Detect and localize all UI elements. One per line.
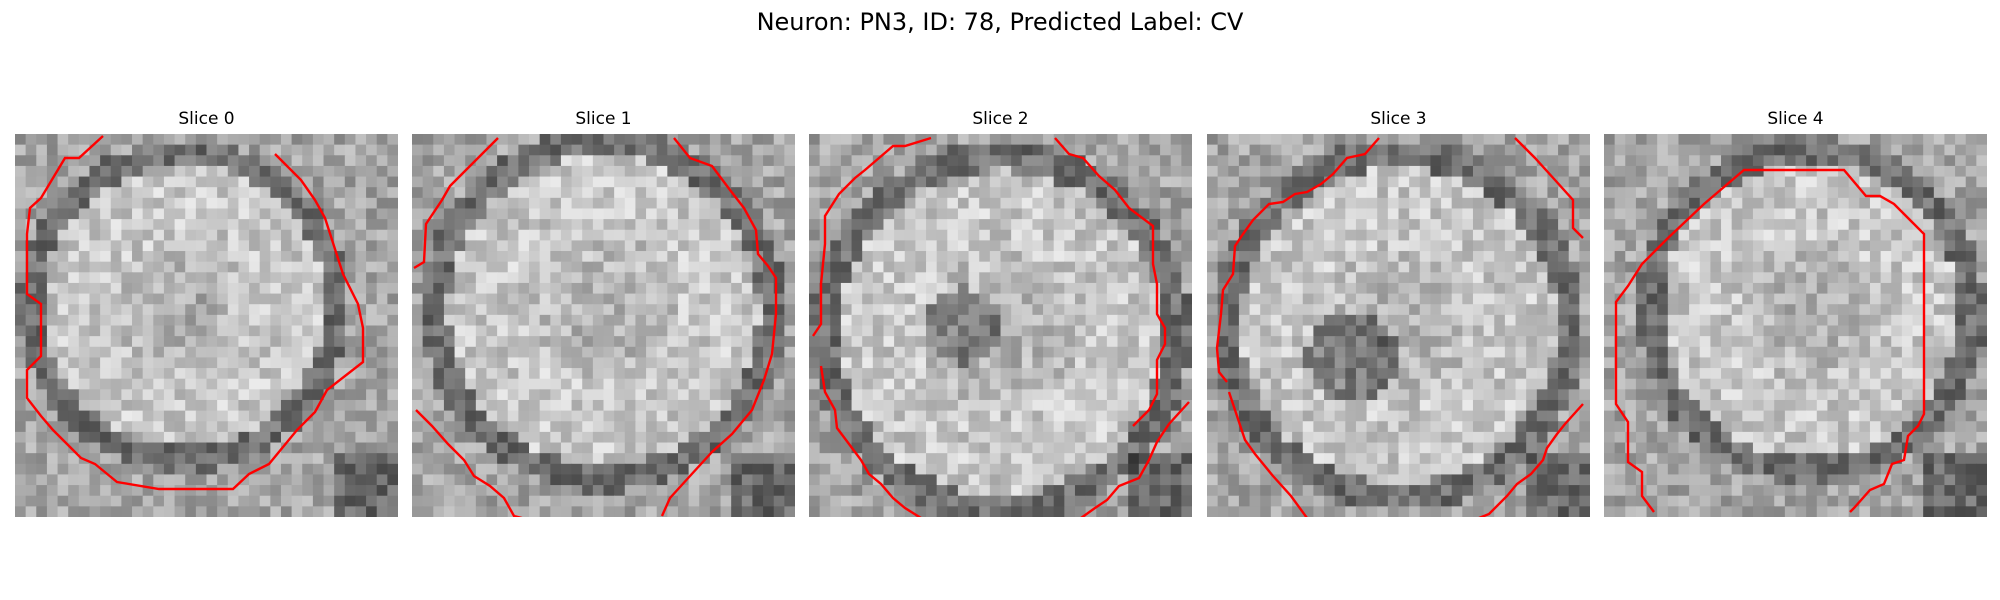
contour-lower-left (1227, 391, 1308, 517)
slice-title: Slice 1 (575, 109, 632, 129)
contour-upper-right (1514, 137, 1584, 239)
slice-image (15, 134, 398, 517)
grayscale-pixels (1604, 134, 1987, 517)
contour-upper-left (812, 136, 932, 337)
contour-left (25, 135, 365, 491)
grayscale-pixels (15, 134, 398, 517)
contour-lower-left (819, 365, 922, 517)
grayscale-pixels (412, 134, 795, 517)
slice-title: Slice 0 (178, 109, 235, 129)
slice-title: Slice 4 (1767, 109, 1824, 129)
slice-image (1207, 134, 1590, 517)
figure-title: Neuron: PN3, ID: 78, Predicted Label: CV (756, 8, 1244, 36)
contour-lower-left (415, 409, 523, 517)
contour-lower-right (1080, 401, 1190, 517)
grayscale-pixels (809, 134, 1192, 517)
slice-title: Slice 3 (1370, 109, 1427, 129)
contour-upper-left (1215, 137, 1380, 383)
contour-lower-right (1478, 403, 1584, 517)
contour-upper-right (1054, 137, 1167, 427)
contour-upper-right (660, 137, 778, 517)
slice-image (1604, 134, 1987, 517)
grayscale-pixels (1207, 134, 1590, 517)
slice-image (809, 134, 1192, 517)
slice-title: Slice 2 (972, 109, 1029, 129)
slice-image (412, 134, 795, 517)
contour-main (1614, 168, 1926, 513)
contour-upper-left (413, 137, 499, 270)
